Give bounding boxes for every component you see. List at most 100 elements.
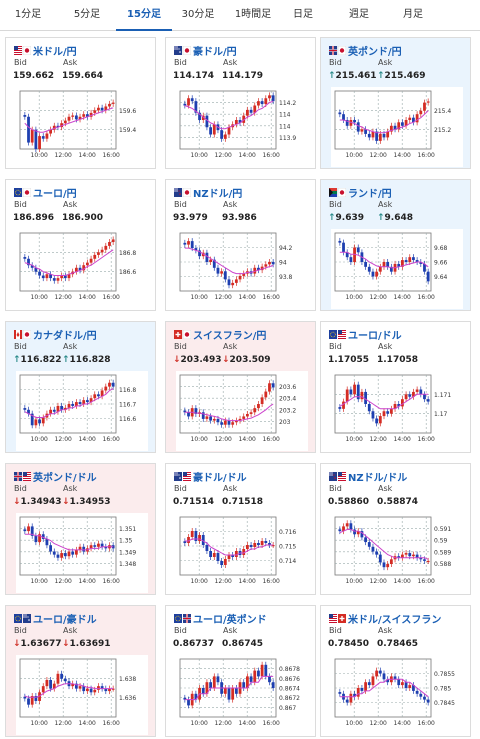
ask-price: 0.58874 [377, 497, 418, 507]
chart-plot[interactable]: 94.2 94 93.8 10:00 12:00 14:00 16:00 [176, 229, 308, 309]
pair-title[interactable]: ユーロ/豪ドル [33, 615, 97, 626]
ma-line [24, 249, 114, 276]
rate-card[interactable]: カナダドル/円 Bid Ask ↑116.822 ↑116.828 116.8 116.7 1… [5, 321, 156, 453]
rate-card[interactable]: ランド/円 Bid Ask ↑9.639 ↑9.648 9.68 9.66 9.64 10:00… [320, 179, 471, 311]
chart-plot[interactable]: 0.591 0.59 0.589 0.588 10:00 12:00 14:00 16:00 [331, 513, 463, 593]
x-tick-label: 14:00 [394, 294, 411, 301]
candle [205, 682, 209, 694]
candle [404, 260, 408, 262]
x-tick-label: 10:00 [191, 578, 208, 585]
tab-3[interactable]: 15分足 [116, 0, 172, 31]
chart-plot[interactable]: 116.8 116.7 116.6 10:00 12:00 14:00 16:00 [16, 371, 148, 451]
pair-title[interactable]: ランド/円 [348, 189, 392, 200]
candle [49, 545, 52, 552]
rate-card[interactable]: ユーロ/英ポンド Bid Ask 0.86737 0.86745 0.8678 0.8676… [165, 605, 316, 737]
candle [49, 274, 52, 279]
bid-value: 159.662 [13, 71, 54, 81]
ask-value: ↑116.828 [62, 355, 111, 365]
y-tick-label: 0.716 [279, 529, 296, 536]
price-arrow-icon: ↑ [328, 213, 336, 223]
rate-card[interactable]: ユーロ/ドル Bid Ask 1.17055 1.17058 1.171 1.17 10:00… [320, 321, 471, 453]
candle [190, 531, 194, 537]
pair-title[interactable]: スイスフラン/円 [193, 331, 267, 342]
candle [246, 413, 249, 417]
candle [183, 541, 187, 543]
chart-plot[interactable]: 1.351 1.35 1.349 1.348 10:00 12:00 14:00 16:00 [16, 513, 148, 593]
candle [201, 688, 205, 694]
candle [382, 133, 386, 138]
chart-plot[interactable]: 159.6 159.4 10:00 12:00 14:00 16:00 [16, 87, 148, 167]
candle [82, 114, 86, 117]
rate-card[interactable]: 米ドル/スイスフラン Bid Ask 0.78450 0.78465 0.7855 0.78… [320, 605, 471, 737]
pair-title[interactable]: 豪ドル/円 [193, 47, 237, 58]
candle [408, 553, 412, 557]
price-arrow-icon: ↓ [62, 639, 70, 649]
chart-plot[interactable]: 215.4 215.2 10:00 12:00 14:00 16:00 [331, 87, 463, 167]
pair-title[interactable]: 米ドル/円 [33, 47, 77, 58]
candle [82, 400, 86, 404]
chart-plot[interactable]: 0.8678 0.8676 0.8674 0.8672 0.867 10:00 12:00 1… [176, 655, 308, 735]
ask-price: 0.86745 [222, 639, 263, 649]
candle [404, 553, 408, 555]
chart-plot[interactable]: 203.6 203.4 203.2 203 10:00 12:00 14:00 16:00 [176, 371, 308, 451]
chart-plot[interactable]: 0.716 0.715 0.714 10:00 12:00 14:00 16:00 [176, 513, 308, 593]
y-tick-label: 159.6 [119, 108, 136, 115]
x-tick-label: 12:00 [370, 436, 387, 443]
rate-card[interactable]: ユーロ/豪ドル Bid Ask ↓1.63677 ↓1.63691 1.638 1.636 1… [5, 605, 156, 737]
x-tick-label: 14:00 [239, 578, 256, 585]
chart-plot[interactable]: 1.171 1.17 10:00 12:00 14:00 16:00 [331, 371, 463, 451]
tab-8[interactable]: 月足 [403, 9, 423, 20]
pair-title[interactable]: 米ドル/スイスフラン [348, 615, 442, 626]
rate-card[interactable]: ユーロ/円 Bid Ask 186.896 186.900 186.8 186.6 10:00… [5, 179, 156, 311]
pair-title[interactable]: ユーロ/英ポンド [193, 615, 267, 626]
pair-title[interactable]: 豪ドル/ドル [193, 473, 247, 484]
chart-plot[interactable]: 114.2 114 114 113.9 10:00 12:00 14:00 16:00 [176, 87, 308, 167]
candle [257, 101, 260, 106]
candle [27, 258, 30, 266]
y-tick-label: 215.2 [434, 127, 451, 134]
pair-title[interactable]: NZドル/ドル [348, 473, 408, 484]
chart-plot[interactable]: 186.8 186.6 10:00 12:00 14:00 16:00 [16, 229, 148, 309]
candle [71, 683, 75, 687]
candle [86, 262, 89, 266]
bid-price: 0.86737 [173, 639, 214, 649]
candle [74, 267, 78, 272]
tab-2[interactable]: 5分足 [73, 9, 101, 20]
pair-title[interactable]: ユーロ/円 [33, 189, 77, 200]
tab-1[interactable]: 1分足 [14, 9, 42, 20]
x-tick-label: 14:00 [394, 152, 411, 159]
rate-card[interactable]: NZドル/円 Bid Ask 93.979 93.986 94.2 94 93.8 10:00 1… [165, 179, 316, 311]
tab-4[interactable]: 30分足 [181, 9, 215, 20]
chart-plot[interactable]: 0.7855 0.785 0.7845 10:00 12:00 14:00 16:00 [331, 655, 463, 735]
candle [89, 545, 93, 549]
pair-title[interactable]: ユーロ/ドル [348, 331, 402, 342]
rate-card[interactable]: 英ポンド/ドル Bid Ask ↓1.34943 ↓1.34953 1.351 1.35 1.… [5, 463, 156, 595]
rate-card[interactable]: 豪ドル/ドル Bid Ask 0.71514 0.71518 0.716 0.715 0.71… [165, 463, 316, 595]
candle [393, 404, 397, 409]
candle [205, 545, 209, 551]
candle-chart: 215.4 215.2 10:00 12:00 14:00 16:00 [334, 90, 451, 159]
y-tick-label: 215.4 [434, 108, 451, 115]
tab-7[interactable]: 週足 [349, 9, 369, 20]
candle [242, 682, 246, 688]
flag-pair-icon [14, 614, 31, 623]
y-tick-label: 9.68 [434, 245, 448, 252]
pair-title[interactable]: カナダドル/円 [33, 331, 97, 342]
pair-title[interactable]: 英ポンド/円 [348, 47, 402, 58]
tab-5[interactable]: 1時間足 [234, 9, 272, 20]
candle [419, 389, 423, 395]
chart-plot[interactable]: 1.638 1.636 10:00 12:00 14:00 16:00 [16, 655, 148, 735]
rate-card[interactable]: 米ドル/円 Bid Ask 159.662 159.664 159.6 159.4 10:00… [5, 37, 156, 169]
rate-card[interactable]: 英ポンド/円 Bid Ask ↑215.461 ↑215.469 215.4 215.2 10… [320, 37, 471, 169]
chart-plot[interactable]: 9.68 9.66 9.64 10:00 12:00 14:00 16:00 [331, 229, 463, 309]
candle [216, 676, 220, 683]
rate-card[interactable]: スイスフラン/円 Bid Ask ↓203.493 ↓203.509 203.6 203.4… [165, 321, 316, 453]
tab-6[interactable]: 日足 [293, 9, 313, 20]
candle [56, 278, 60, 281]
rate-card[interactable]: NZドル/ドル Bid Ask 0.58860 0.58874 0.591 0.59 0.58… [320, 463, 471, 595]
rate-card[interactable]: 豪ドル/円 Bid Ask 114.174 114.179 114.2 114 114 113.… [165, 37, 316, 169]
pair-title[interactable]: 英ポンド/ドル [33, 473, 97, 484]
timeframe-tabs: 1分足 5分足 15分足 30分足 1時間足 日足 週足 月足 [0, 0, 480, 31]
pair-title[interactable]: NZドル/円 [193, 189, 243, 200]
candle [342, 242, 345, 253]
